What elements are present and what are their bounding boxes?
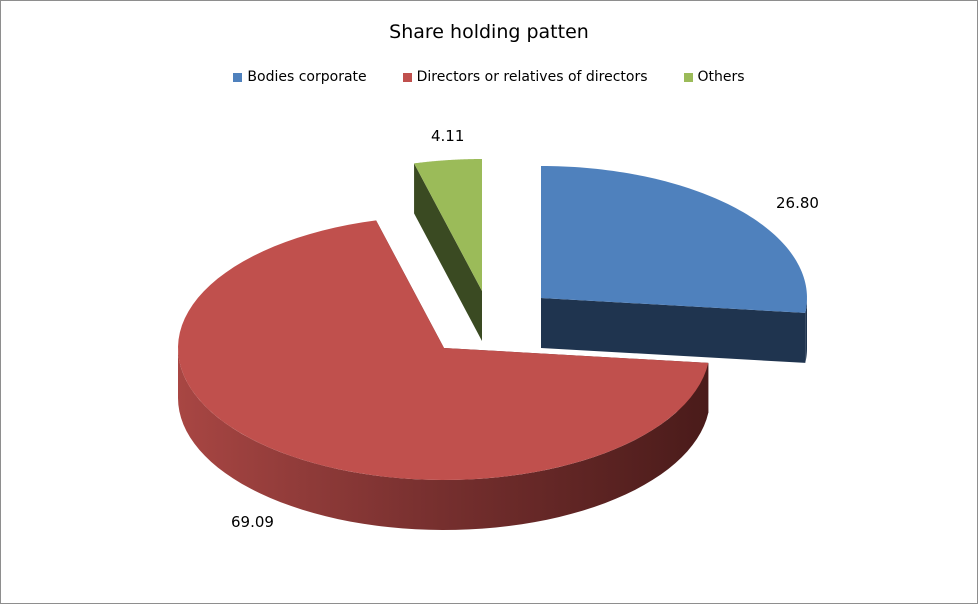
- legend: Bodies corporate Directors or relatives …: [1, 69, 977, 85]
- slice-outer-wall: [805, 298, 807, 363]
- slice-cut-face: [541, 298, 806, 363]
- pie-slice-1: [178, 220, 709, 530]
- pie-slice-0: [541, 166, 807, 363]
- legend-label: Bodies corporate: [247, 69, 367, 85]
- legend-item-bodies-corporate: Bodies corporate: [233, 69, 367, 85]
- chart-title: Share holding patten: [389, 21, 589, 43]
- slice-top-face: [541, 166, 807, 313]
- slice-top-face: [178, 220, 709, 480]
- legend-label: Directors or relatives of directors: [416, 69, 648, 85]
- slice-outer-wall: [178, 348, 709, 530]
- legend-swatch: [233, 72, 243, 82]
- legend-swatch: [683, 72, 693, 82]
- data-label: 4.11: [431, 127, 464, 145]
- legend-label: Others: [697, 69, 745, 85]
- data-label: 69.09: [231, 513, 274, 531]
- slice-top-face: [414, 159, 482, 291]
- legend-item-others: Others: [683, 69, 745, 85]
- slice-cut-face: [414, 163, 482, 341]
- pie-slice-2: [414, 159, 482, 341]
- legend-item-directors: Directors or relatives of directors: [402, 69, 648, 85]
- data-label: 26.80: [776, 194, 819, 212]
- legend-swatch: [402, 72, 412, 82]
